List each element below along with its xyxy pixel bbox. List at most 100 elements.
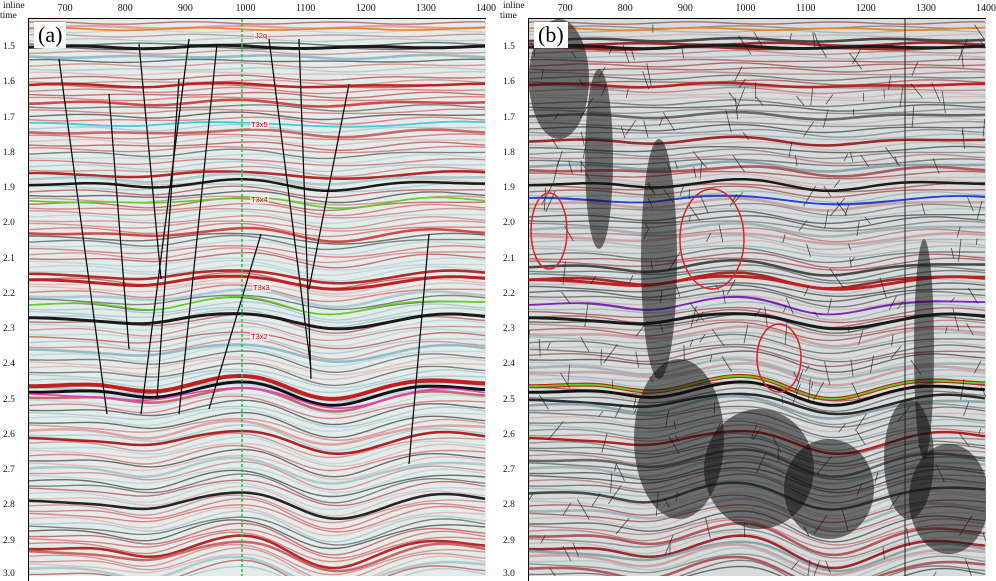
reflection-event: [529, 559, 986, 576]
reflection-event: [29, 49, 486, 56]
strong-reflector: [529, 380, 986, 407]
reflection-event: [29, 473, 486, 504]
fracture-trace: [890, 345, 902, 360]
reflection-event: [29, 71, 486, 76]
fracture-trace: [852, 45, 863, 65]
fracture-trace: [951, 248, 955, 259]
horizon-label-j2q: J2q: [254, 31, 269, 40]
time-tick-label: 2.6: [503, 429, 515, 440]
reflection-event: [29, 108, 486, 115]
fracture-trace: [980, 386, 986, 398]
reflection-event: [29, 417, 486, 441]
reflection-event: [29, 306, 486, 324]
fracture-trace: [795, 155, 798, 167]
fracture-trace: [736, 86, 746, 110]
fracture-trace: [729, 194, 738, 207]
fracture-trace: [808, 378, 811, 403]
reflection-event: [29, 247, 485, 264]
fracture-trace: [718, 224, 724, 242]
time-tick-label: 1.5: [3, 42, 15, 53]
fracture-trace: [976, 200, 983, 220]
fracture-trace: [824, 209, 829, 229]
panel-label-b: (b): [534, 22, 568, 48]
fracture-trace: [551, 138, 559, 150]
time-tick-label: 1.6: [3, 77, 15, 88]
time-tick-label: 2.1: [503, 253, 515, 264]
fracture-trace: [850, 359, 854, 377]
reflection-event: [529, 301, 986, 321]
reflection-event: [29, 321, 486, 342]
reflection-event: [29, 481, 486, 511]
fracture-trace: [608, 485, 622, 504]
reflection-event: [29, 461, 486, 491]
time-axis-label: time: [500, 11, 517, 21]
fracture-trace: [885, 147, 900, 167]
reflection-event: [29, 319, 486, 337]
fracture-trace: [695, 311, 704, 323]
reflection-event: [29, 345, 486, 368]
reflection-event: [29, 395, 486, 420]
fracture-trace: [560, 372, 571, 389]
fracture-trace: [810, 382, 814, 389]
fracture-trace: [577, 498, 590, 520]
reflection-event: [29, 165, 486, 178]
fracture-trace: [848, 243, 851, 251]
reflection-event: [29, 86, 486, 95]
fault-line: [408, 233, 430, 465]
reflection-event: [29, 172, 486, 186]
time-tick-label: 1.6: [503, 77, 515, 88]
fracture-trace: [836, 201, 848, 216]
reflection-event: [29, 531, 486, 563]
fracture-trace: [791, 560, 799, 570]
reflection-event: [29, 424, 486, 452]
fracture-trace: [966, 323, 974, 336]
fracture-trace: [742, 132, 749, 141]
fracture-trace: [681, 47, 685, 59]
fracture-trace: [549, 568, 556, 576]
interpreted-horizon: [29, 26, 486, 32]
reflection-event: [29, 358, 486, 381]
reflection-event: [29, 325, 486, 347]
reflection-event: [529, 41, 986, 48]
reflection-event: [29, 494, 486, 524]
reflection-event: [529, 257, 986, 271]
fracture-trace: [706, 232, 712, 242]
reflection-event: [529, 252, 986, 269]
reflection-event: [29, 411, 486, 439]
reflection-event: [29, 547, 486, 576]
fracture-trace: [688, 204, 701, 221]
reflection-event: [29, 183, 486, 193]
fault-line: [156, 78, 180, 400]
anomaly-cloud: [914, 239, 934, 459]
fracture-trace: [693, 166, 697, 179]
reflection-event: [29, 301, 486, 321]
fracture-trace: [601, 433, 608, 453]
time-tick-label: 1.5: [503, 42, 515, 53]
reflection-event: [29, 133, 486, 141]
reflection-event: [29, 510, 486, 543]
reflection-event: [529, 338, 986, 360]
fracture-trace: [546, 341, 551, 350]
time-tick-label: 2.8: [3, 500, 15, 511]
horizon-label-t3x5: T3x5: [250, 120, 269, 129]
reflection-event: [529, 383, 986, 407]
time-axis-label: time: [0, 11, 17, 21]
reflection-event: [29, 79, 486, 86]
fracture-trace: [548, 421, 564, 440]
fracture-trace: [851, 382, 860, 400]
fracture-trace: [590, 275, 597, 285]
inline-tick-label: 700: [557, 3, 573, 14]
fracture-trace: [788, 141, 793, 158]
time-tick-label: 2.0: [3, 218, 15, 229]
time-tick-label: 2.8: [503, 500, 515, 511]
fracture-trace: [905, 527, 911, 547]
reflection-event: [29, 83, 486, 89]
fracture-trace: [732, 155, 745, 173]
fracture-trace: [699, 161, 703, 180]
fracture-trace: [911, 61, 918, 76]
reflection-event: [29, 160, 486, 173]
anomaly-circle: [679, 188, 745, 290]
reflection-event: [29, 442, 486, 467]
fracture-trace: [979, 40, 986, 49]
reflection-event: [529, 288, 986, 308]
